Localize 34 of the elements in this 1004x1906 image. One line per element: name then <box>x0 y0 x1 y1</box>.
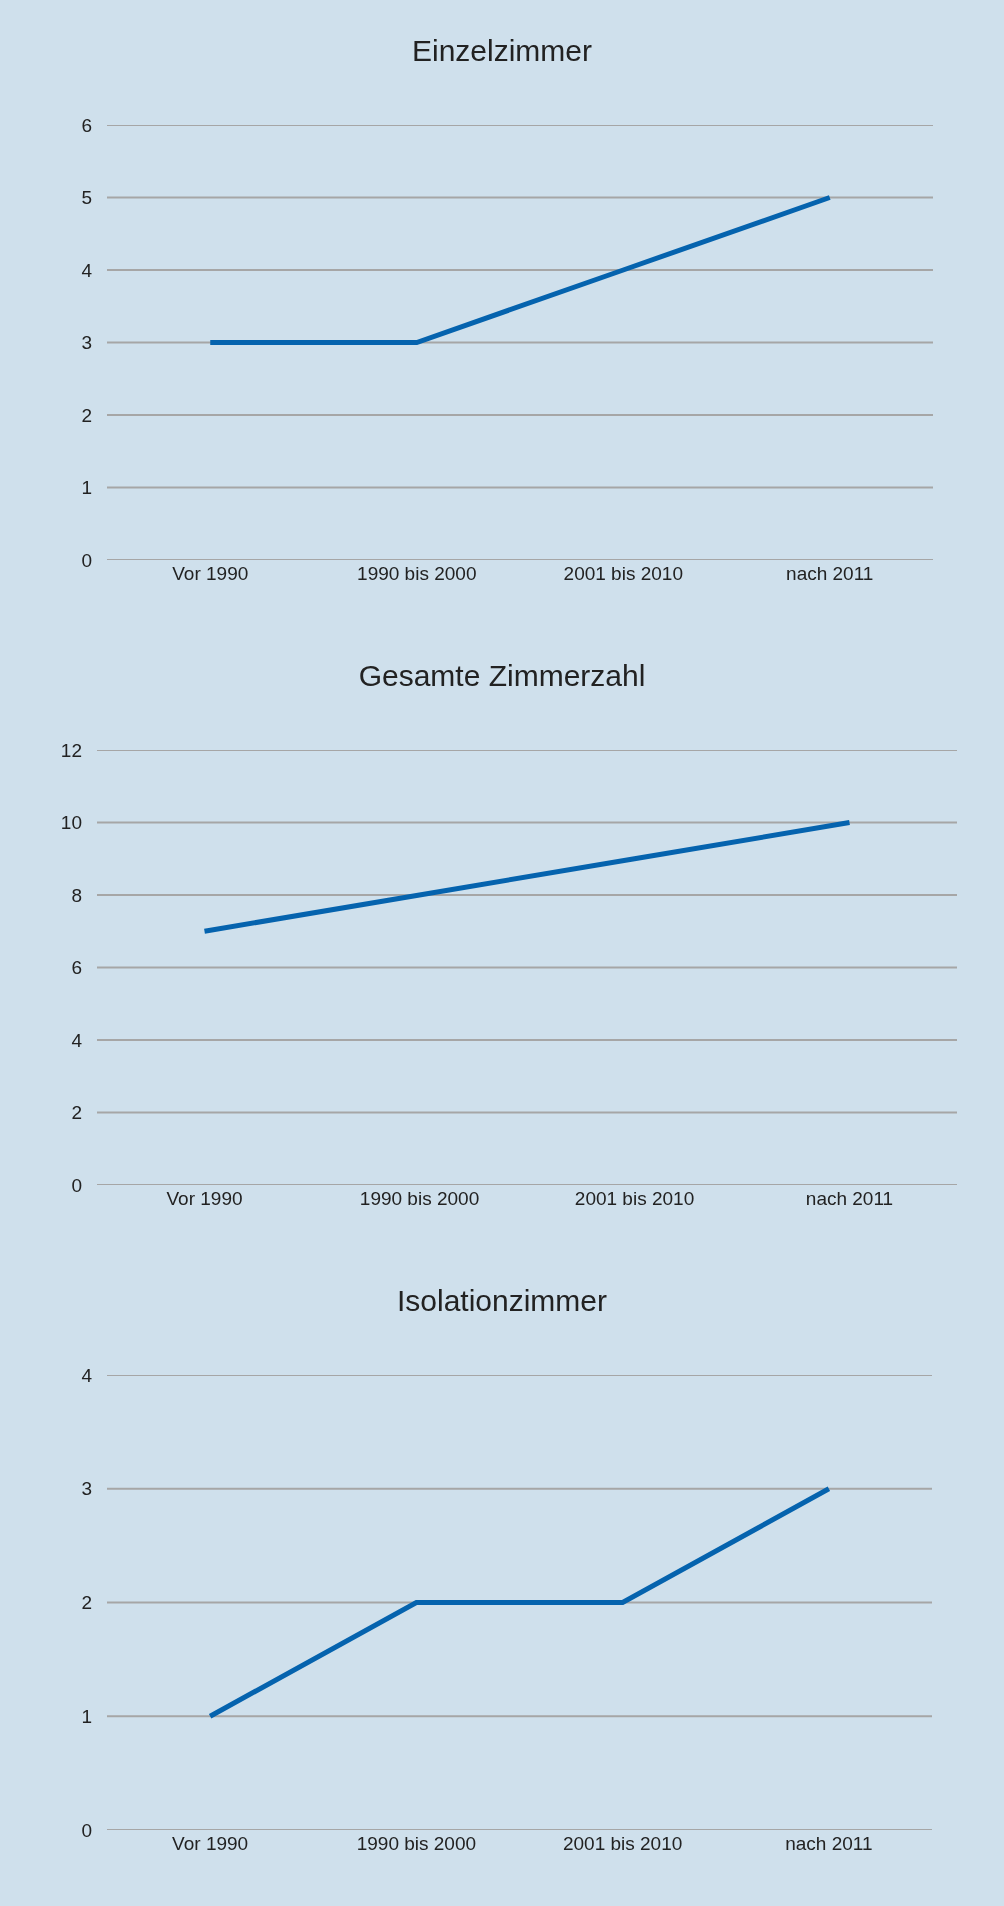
y-tick-label: 4 <box>71 1029 83 1051</box>
y-tick-label: 12 <box>60 739 82 761</box>
y-tick-label: 4 <box>81 1364 93 1386</box>
x-tick-label: 2001 bis 2010 <box>574 1188 695 1209</box>
x-tick-label: nach 2011 <box>786 563 874 584</box>
y-tick-label: 3 <box>81 332 92 354</box>
y-tick-label: 3 <box>81 1478 92 1500</box>
x-tick-label: 2001 bis 2010 <box>562 1833 683 1854</box>
y-tick-label: 2 <box>81 404 92 426</box>
y-tick-label: 4 <box>81 259 93 281</box>
y-tick-label: 0 <box>81 549 92 571</box>
x-tick-label: Vor 1990 <box>172 1833 249 1854</box>
y-tick-label: 1 <box>81 1705 92 1727</box>
y-tick-label: 6 <box>71 957 82 979</box>
x-tick-label: nach 2011 <box>785 1833 873 1854</box>
y-tick-label: 8 <box>71 884 82 906</box>
x-tick-label: 1990 bis 2000 <box>356 1833 477 1854</box>
chart-title: Einzelzimmer <box>411 33 593 67</box>
y-tick-label: 1 <box>81 477 92 499</box>
x-tick-label: 1990 bis 2000 <box>357 563 477 584</box>
x-tick-label: Vor 1990 <box>172 563 249 584</box>
y-tick-label: 2 <box>71 1102 82 1124</box>
y-tick-label: 10 <box>60 812 82 834</box>
x-tick-label: 2001 bis 2010 <box>563 563 683 584</box>
chart-title: Isolationzimmer <box>396 1283 608 1317</box>
y-tick-label: 6 <box>81 114 92 136</box>
chart-title: Gesamte Zimmerzahl <box>358 658 646 692</box>
x-tick-label: Vor 1990 <box>166 1188 243 1209</box>
x-tick-label: 1990 bis 2000 <box>359 1188 480 1209</box>
y-tick-label: 0 <box>71 1174 82 1196</box>
x-tick-label: nach 2011 <box>805 1188 894 1209</box>
y-tick-label: 0 <box>81 1819 92 1841</box>
y-tick-label: 5 <box>81 187 92 209</box>
y-tick-label: 2 <box>81 1592 92 1614</box>
